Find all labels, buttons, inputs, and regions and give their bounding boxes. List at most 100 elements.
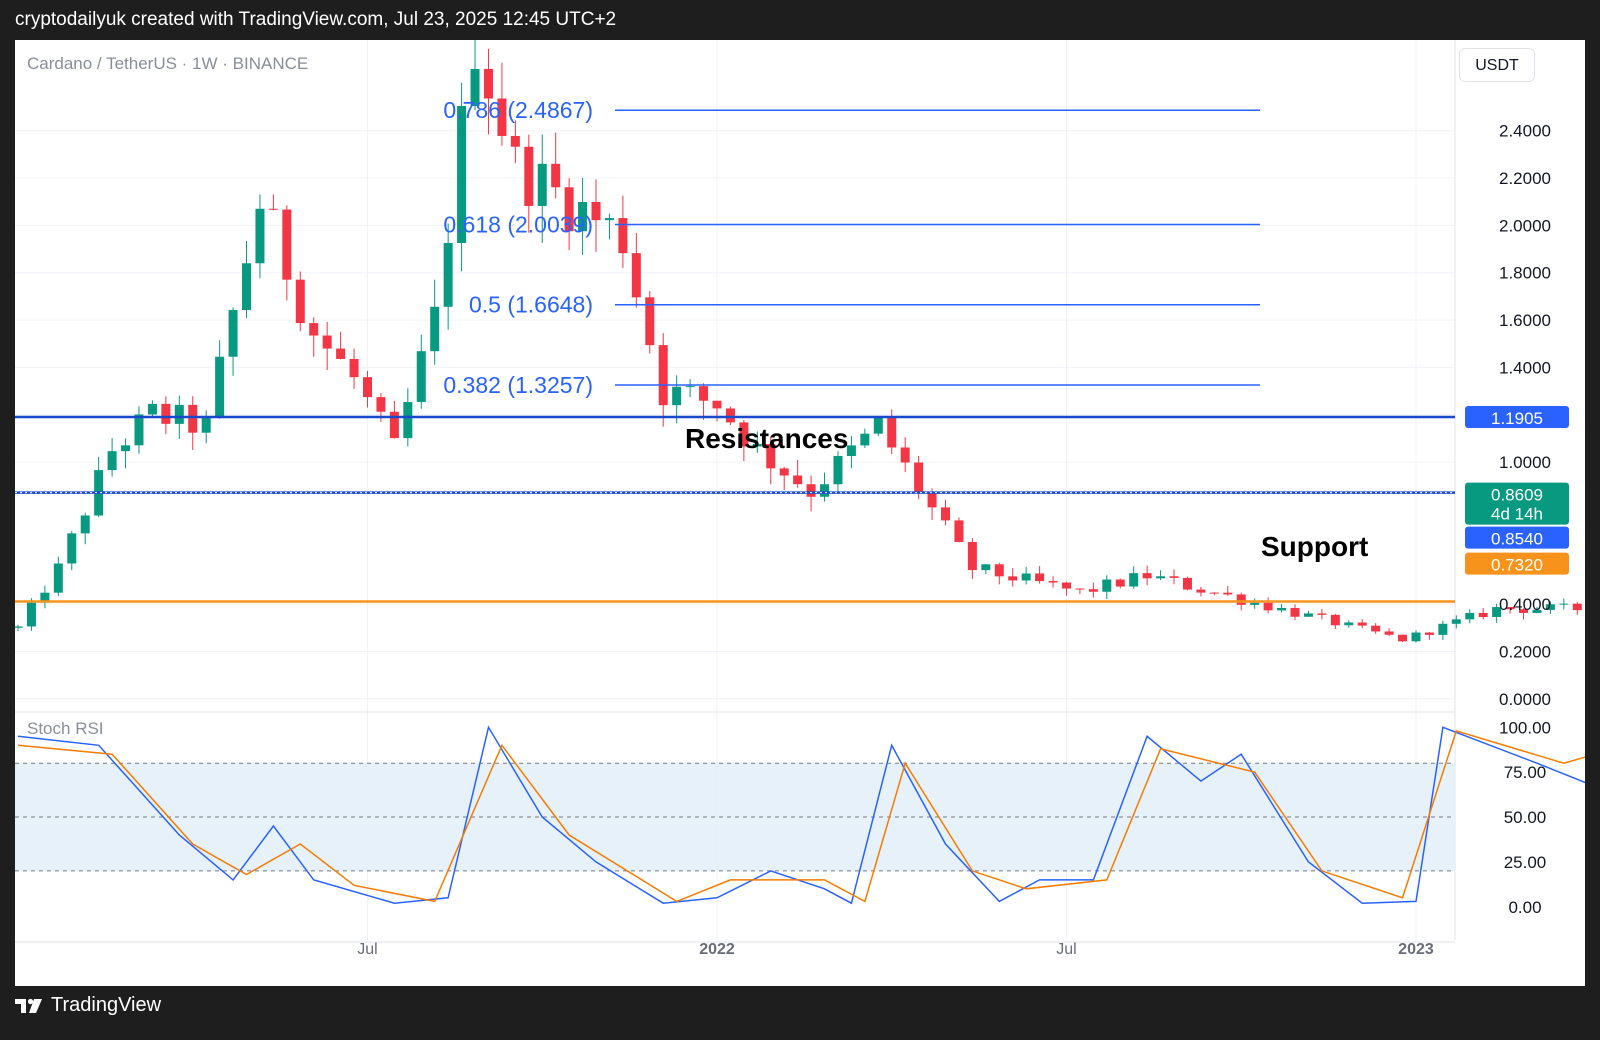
candle-body [1411,632,1421,642]
candle-body [1156,576,1166,579]
candle-body [685,386,695,388]
candle-body [1075,588,1085,590]
header-title: cryptodailyuk created with TradingView.c… [15,9,617,30]
candle [188,396,198,451]
candle [699,383,709,420]
candle-body [80,515,90,534]
candle [67,531,77,571]
candle-body [1277,607,1287,611]
candle-body [833,455,843,485]
time-axis-tick: Jul [357,941,377,958]
candle-body [1048,581,1058,583]
stoch-rsi-label: Stoch RSI [27,719,104,738]
candle-body [174,404,184,424]
candle-body [873,417,883,434]
candle [1061,581,1071,596]
candle-body [67,533,77,564]
candle [1505,606,1515,614]
candle-body [416,351,426,402]
candle-body [1290,607,1300,617]
candle-body [1182,577,1192,590]
candle-body [658,345,668,406]
candle [1223,585,1233,596]
candle [1465,609,1475,624]
candle [15,624,23,632]
candle-body [309,323,319,336]
support-annotation: Support [1261,531,1368,562]
candle [1169,569,1179,585]
candle [268,194,278,211]
candle-body [1519,609,1529,613]
footer-brand: TradingView [51,994,162,1016]
fib-label: 0.618 (2.0039) [443,211,593,237]
support-price-badge-bg [1465,552,1569,575]
candle [1075,588,1085,595]
price-axis-tick: 2.4000 [1499,122,1551,141]
resistance-price-badge-bg [1465,406,1569,429]
candle-body [914,462,924,493]
candle [497,62,507,146]
candle [631,232,641,308]
candle-body [282,209,292,280]
candle-body [1088,589,1098,592]
candle [1451,615,1461,629]
candle-body [1129,573,1139,587]
candle-body [752,443,762,447]
candle [40,585,50,609]
candle-body [618,218,628,254]
candle-body [362,377,372,398]
chart-frame[interactable]: 0.382 (1.3257) 0.5 (1.6648) 0.618 (2.0039)… [15,40,1585,986]
candle [591,179,601,252]
candle [1572,602,1582,615]
candle-body [806,484,816,497]
candle-body [739,422,749,447]
candle [954,517,964,543]
candle [215,340,225,419]
tradingview-logo[interactable]: TradingView [15,994,161,1017]
candle-body [322,335,332,349]
price-axis-tick: 1.6000 [1499,311,1551,330]
candle-body [510,135,520,147]
candle [322,321,332,371]
chart-canvas[interactable]: 0.382 (1.3257) 0.5 (1.6648) 0.618 (2.0039)… [15,40,1585,986]
last-price-badge-text: 4d 14h [1491,505,1543,524]
candle-body [1223,592,1233,595]
candle-body [376,397,386,412]
candle [228,307,238,376]
candle-body [1317,613,1327,615]
footer-bar: TradingView [0,986,1600,1040]
candle [793,460,803,488]
candle-body [631,253,641,298]
candle [121,438,131,469]
fib-label: 0.382 (1.3257) [443,372,593,398]
price-axis-tick: 1.4000 [1499,358,1551,377]
candle-body [336,348,346,359]
candle-body [242,263,252,311]
candle-body [1424,632,1434,635]
candle-body [860,433,870,446]
candle-body [537,163,547,206]
candle-body [1451,619,1461,624]
support-price-badge: 0.7320 [1465,552,1569,575]
stoch-axis-tick: 25.00 [1504,853,1547,872]
resistance-lower-badge: 0.8540 [1465,526,1569,549]
candle [712,400,722,422]
candle [80,512,90,545]
resistance-lower-badge-bg [1465,526,1569,549]
candle-body [470,68,480,107]
candle [1545,601,1555,614]
candle [1021,566,1031,585]
candle [524,134,534,233]
candle-body [712,400,722,409]
candle [1357,619,1367,629]
candle [295,271,305,332]
candle [1142,565,1152,586]
candle-body [1398,634,1408,642]
candle [941,499,951,526]
candle-body [1102,579,1112,592]
candle-body [403,401,413,439]
candle [900,437,910,473]
candle-body [107,451,117,471]
candle-body [591,201,601,221]
currency-button[interactable]: USDT [1459,48,1535,82]
